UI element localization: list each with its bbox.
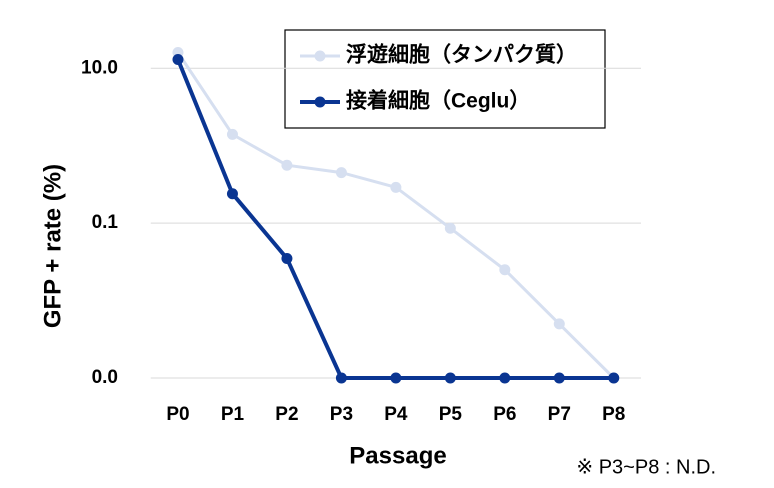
y-tick-label: 0.0 xyxy=(92,367,118,388)
data-point xyxy=(281,252,293,264)
x-tick-label: P3 xyxy=(330,404,353,425)
y-axis-label: GFP + rate (%) xyxy=(39,164,66,328)
data-point xyxy=(390,372,402,384)
x-tick-label: P5 xyxy=(439,404,463,425)
data-point xyxy=(499,264,511,276)
legend-marker xyxy=(314,50,326,62)
x-tick-label: P2 xyxy=(275,404,298,425)
x-tick-label: P6 xyxy=(493,404,516,425)
data-point xyxy=(444,222,456,234)
x-axis-label: Passage xyxy=(349,442,446,469)
data-point xyxy=(335,372,347,384)
data-point xyxy=(553,318,565,330)
legend-box xyxy=(284,29,606,129)
x-tick-label: P8 xyxy=(602,404,625,425)
data-point xyxy=(608,372,620,384)
data-point xyxy=(499,372,511,384)
data-point xyxy=(172,53,184,65)
data-point xyxy=(226,188,238,200)
data-point xyxy=(444,372,456,384)
y-tick-label: 0.1 xyxy=(92,212,119,233)
legend-marker xyxy=(314,96,326,108)
data-point xyxy=(226,128,238,140)
legend-label: 浮遊細胞（タンパク質） xyxy=(346,43,577,67)
x-tick-label: P0 xyxy=(166,404,189,425)
x-tick-label: P4 xyxy=(384,404,408,425)
y-tick-label: 10.0 xyxy=(81,57,118,78)
data-point xyxy=(390,181,402,193)
x-tick-label: P1 xyxy=(221,404,245,425)
data-point xyxy=(335,167,347,179)
annotation: ※ P3~P8 : N.D. xyxy=(576,456,716,478)
data-point xyxy=(553,372,565,384)
legend-label: 接着細胞（Ceglu） xyxy=(346,89,530,113)
x-tick-label: P7 xyxy=(548,404,571,425)
data-point xyxy=(281,159,293,171)
